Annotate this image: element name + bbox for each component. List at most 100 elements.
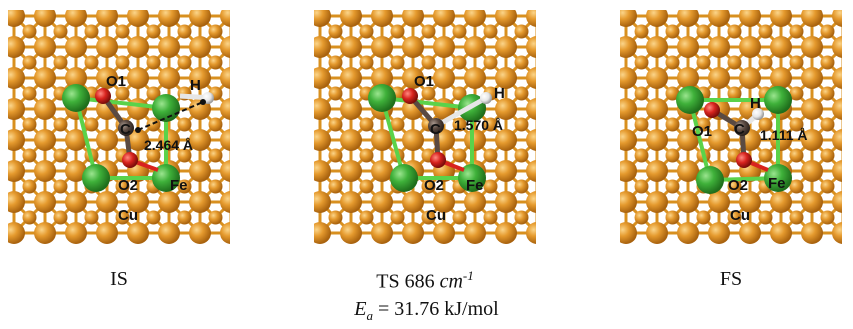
- cu-subsurface-atom: [758, 210, 773, 225]
- cu-atom: [8, 160, 25, 182]
- energy-value: = 31.76 kJ/mol: [372, 298, 499, 320]
- cu-atom: [158, 10, 180, 27]
- oxygen-atom-o2: [122, 152, 138, 168]
- cu-atom: [739, 67, 761, 89]
- label-cu: Cu: [730, 207, 750, 224]
- cu-atom: [220, 36, 230, 58]
- cu-subsurface-atom: [84, 55, 99, 70]
- cu-subsurface-atom: [22, 55, 37, 70]
- label-cu: Cu: [426, 207, 446, 224]
- cu-subsurface-atom: [53, 179, 68, 194]
- cu-atom: [620, 10, 637, 27]
- cu-subsurface-atom: [359, 210, 374, 225]
- cu-atom: [158, 67, 180, 89]
- cu-atom: [433, 191, 455, 213]
- distance-label: 1.111 Å: [760, 127, 808, 143]
- cu-subsurface-atom: [328, 55, 343, 70]
- cu-atom: [677, 36, 699, 58]
- cu-subsurface-atom: [390, 117, 405, 132]
- label-c: C: [430, 121, 441, 138]
- cu-atom: [96, 191, 118, 213]
- cu-atom: [646, 191, 668, 213]
- cu-atom: [433, 222, 455, 244]
- cu-atom: [158, 222, 180, 244]
- cu-atom: [34, 222, 56, 244]
- cu-atom: [402, 10, 424, 27]
- copper-lattice: [314, 10, 536, 244]
- cu-subsurface-atom: [758, 24, 773, 39]
- cu-atom: [801, 160, 823, 182]
- cu-subsurface-atom: [208, 55, 223, 70]
- cu-subsurface-atom: [514, 148, 529, 163]
- fe-atom: [764, 86, 792, 114]
- cu-subsurface-atom: [665, 55, 680, 70]
- cu-atom: [96, 129, 118, 151]
- cu-atom: [127, 129, 149, 151]
- cu-atom: [402, 222, 424, 244]
- cu-subsurface-atom: [634, 210, 649, 225]
- cu-atom: [34, 36, 56, 58]
- cu-subsurface-atom: [53, 210, 68, 225]
- fe-atom: [696, 166, 724, 194]
- caption-ts-main: TS 686: [376, 270, 440, 293]
- energy-subscript: a: [366, 308, 373, 323]
- adsorbate: [402, 88, 492, 172]
- cu-subsurface-atom: [727, 86, 742, 101]
- label-fe: Fe: [466, 177, 484, 194]
- cu-atom: [495, 129, 517, 151]
- cu-subsurface-atom: [22, 179, 37, 194]
- carbon-atom: [118, 120, 134, 136]
- cu-subsurface-atom: [820, 55, 835, 70]
- cu-atom: [464, 129, 486, 151]
- cu-atom: [220, 129, 230, 151]
- cu-atom: [677, 67, 699, 89]
- cu-atom: [34, 160, 56, 182]
- cu-atom: [646, 160, 668, 182]
- cu-atom: [314, 160, 331, 182]
- cu-atom: [371, 191, 393, 213]
- cu-atom: [677, 160, 699, 182]
- fs-structure: O1 H C O2 Fe Cu 1.111 Å: [620, 10, 842, 244]
- cu-subsurface-atom: [634, 117, 649, 132]
- cu-subsurface-atom: [22, 86, 37, 101]
- cu-subsurface-atom: [390, 210, 405, 225]
- cu-subsurface-atom: [177, 148, 192, 163]
- label-o1: O1: [414, 73, 434, 90]
- cu-atom: [402, 67, 424, 89]
- cu-atom: [314, 191, 331, 213]
- cu-subsurface-atom: [146, 55, 161, 70]
- cu-atom: [189, 191, 211, 213]
- cu-atom: [495, 191, 517, 213]
- cu-subsurface-atom: [146, 210, 161, 225]
- cu-atom: [495, 160, 517, 182]
- cu-atom: [189, 160, 211, 182]
- cu-subsurface-atom: [820, 179, 835, 194]
- cu-atom: [65, 36, 87, 58]
- cu-atom: [314, 36, 331, 58]
- adsorbate: [704, 102, 769, 172]
- cu-subsurface-atom: [328, 117, 343, 132]
- cu-subsurface-atom: [758, 55, 773, 70]
- cu-atom: [158, 191, 180, 213]
- cu-subsurface-atom: [452, 210, 467, 225]
- panel-ts: O1 H C O2 Fe Cu 1.570 Å: [314, 10, 536, 252]
- cu-atom: [34, 129, 56, 151]
- cu-atom: [801, 129, 823, 151]
- caption-ts-unit: cm: [439, 270, 463, 293]
- cu-subsurface-atom: [146, 117, 161, 132]
- label-h: H: [190, 77, 201, 94]
- caption-fs: FS: [719, 268, 743, 290]
- label-o2: O2: [118, 177, 138, 194]
- cu-atom: [801, 98, 823, 120]
- cu-atom: [189, 129, 211, 151]
- cu-subsurface-atom: [53, 55, 68, 70]
- cu-atom: [34, 98, 56, 120]
- label-h: H: [494, 85, 505, 102]
- cu-atom: [8, 36, 25, 58]
- fe-sites: [676, 86, 792, 194]
- cu-atom: [314, 129, 331, 151]
- cu-atom: [65, 222, 87, 244]
- cu-atom: [402, 129, 424, 151]
- cu-atom: [677, 191, 699, 213]
- cu-subsurface-atom: [696, 24, 711, 39]
